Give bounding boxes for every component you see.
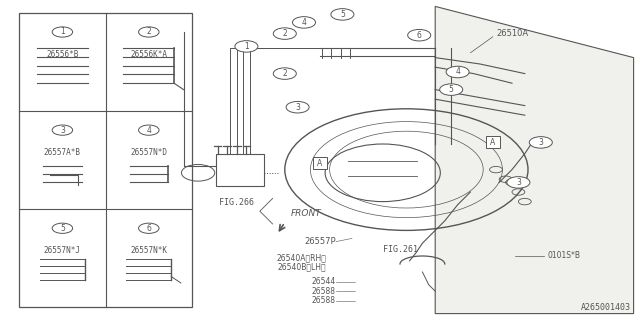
- Text: 26510A: 26510A: [496, 29, 528, 38]
- Text: A265001403: A265001403: [580, 303, 630, 312]
- Circle shape: [273, 28, 296, 39]
- Text: 3: 3: [516, 178, 521, 187]
- Text: FIG.261: FIG.261: [383, 245, 417, 254]
- Text: 26557N*D: 26557N*D: [131, 148, 167, 157]
- Text: 6: 6: [417, 31, 422, 40]
- Text: 2: 2: [282, 69, 287, 78]
- Text: 26557A*B: 26557A*B: [44, 148, 81, 157]
- Circle shape: [529, 137, 552, 148]
- Circle shape: [52, 125, 73, 135]
- Text: 4: 4: [455, 68, 460, 76]
- Circle shape: [440, 84, 463, 95]
- Text: 26557N*J: 26557N*J: [44, 246, 81, 255]
- Text: FRONT: FRONT: [291, 209, 322, 218]
- Text: 2: 2: [147, 28, 151, 36]
- Circle shape: [273, 68, 296, 79]
- Text: 26556*B: 26556*B: [46, 50, 79, 59]
- Bar: [216, 154, 264, 186]
- Circle shape: [408, 29, 431, 41]
- Text: 1: 1: [244, 42, 249, 51]
- Text: 26540B〈LH〉: 26540B〈LH〉: [278, 263, 326, 272]
- Bar: [486, 136, 500, 148]
- Text: 0101S*B: 0101S*B: [547, 252, 580, 260]
- Polygon shape: [435, 6, 634, 314]
- Text: 26557P: 26557P: [305, 237, 336, 246]
- Text: 5: 5: [340, 10, 345, 19]
- Text: 26588: 26588: [312, 296, 336, 305]
- Text: 4: 4: [301, 18, 307, 27]
- Bar: [19, 13, 192, 307]
- Circle shape: [52, 223, 73, 233]
- Text: 6: 6: [147, 224, 151, 233]
- Circle shape: [446, 66, 469, 78]
- Text: 4: 4: [147, 126, 151, 135]
- Text: A: A: [490, 138, 495, 147]
- Text: FIG.266: FIG.266: [220, 198, 254, 207]
- Text: 1: 1: [60, 28, 65, 36]
- Text: 26556K*A: 26556K*A: [131, 50, 167, 59]
- Text: 3: 3: [538, 138, 543, 147]
- Circle shape: [292, 17, 316, 28]
- Circle shape: [507, 177, 530, 188]
- Circle shape: [139, 223, 159, 233]
- Text: 26544: 26544: [312, 277, 336, 286]
- Text: 5: 5: [449, 85, 454, 94]
- Text: 26540A〈RH〉: 26540A〈RH〉: [276, 253, 326, 262]
- Text: 2: 2: [282, 29, 287, 38]
- Text: 3: 3: [60, 126, 65, 135]
- Text: 26557N*K: 26557N*K: [131, 246, 167, 255]
- Text: 3: 3: [295, 103, 300, 112]
- Circle shape: [139, 27, 159, 37]
- Circle shape: [235, 41, 258, 52]
- Circle shape: [286, 101, 309, 113]
- Circle shape: [52, 27, 73, 37]
- Text: A: A: [317, 159, 323, 168]
- Circle shape: [139, 125, 159, 135]
- Bar: [313, 157, 327, 169]
- Text: 5: 5: [60, 224, 65, 233]
- Circle shape: [331, 9, 354, 20]
- Text: 26588: 26588: [312, 287, 336, 296]
